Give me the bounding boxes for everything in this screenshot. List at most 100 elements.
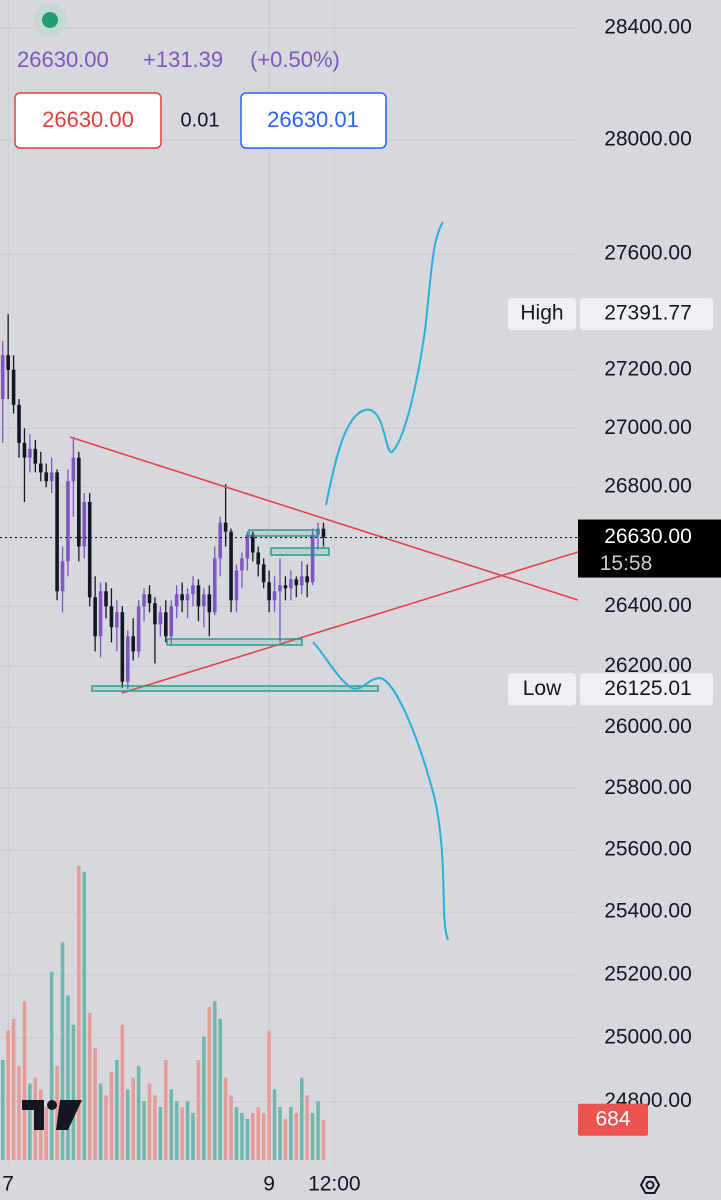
candle-body: [245, 534, 250, 559]
volume-bar: [174, 1101, 179, 1160]
volume-bar: [0, 1060, 5, 1160]
volume-bar: [234, 1107, 239, 1160]
settings-button[interactable]: [639, 1176, 661, 1194]
zone: [166, 638, 303, 646]
candle-body: [218, 522, 222, 559]
candle-body: [305, 576, 309, 583]
sell-button[interactable]: [14, 92, 162, 149]
candle-body: [142, 594, 146, 607]
volume-bar: [6, 1030, 10, 1160]
header-change-pct: (+0.50%): [250, 47, 340, 72]
x-tick-label: 9: [263, 1173, 275, 1196]
volume-bar: [294, 1112, 299, 1160]
volume-bar: [44, 1107, 49, 1160]
buy-button[interactable]: [240, 92, 387, 149]
logo-part: [22, 1100, 44, 1130]
volume-bar: [305, 1095, 309, 1160]
marker-value-bg: [580, 298, 713, 331]
volume-label-bg: [578, 1103, 648, 1136]
y-tick-label: 27200.00: [604, 357, 692, 380]
y-tick-label: 25200.00: [604, 962, 692, 985]
candle-body: [125, 636, 130, 682]
candle-body: [207, 594, 212, 613]
y-tick-label: 26800.00: [604, 475, 692, 498]
candle-body: [223, 522, 228, 532]
candle-body: [77, 457, 81, 547]
marker-value-bg: [580, 673, 713, 706]
candle-body: [33, 448, 38, 464]
x-tick-label: 12:00: [308, 1173, 361, 1196]
volume-bar: [142, 1101, 146, 1160]
trend-line: [69, 436, 579, 601]
volume-bar: [316, 1101, 320, 1160]
candle-body: [6, 355, 10, 370]
candle-body: [104, 591, 108, 607]
candle-body: [294, 579, 299, 586]
projection-up: [325, 221, 444, 506]
y-tick-label: 25400.00: [604, 900, 692, 923]
header-price: 26630.00: [17, 47, 109, 72]
candle-body: [147, 594, 152, 604]
y-tick-label: 27000.00: [604, 416, 692, 439]
marker-value: 27391.77: [604, 302, 692, 325]
candle-body: [180, 594, 184, 601]
volume-bar: [28, 1083, 32, 1160]
volume-bar: [87, 1012, 92, 1160]
candle-body: [115, 612, 119, 628]
volume-bar: [60, 942, 65, 1160]
volume-bar: [272, 1089, 277, 1160]
volume-bar: [93, 1048, 97, 1160]
candle-body: [196, 585, 201, 607]
volume-bar: [191, 1112, 195, 1160]
volume-bar: [212, 1001, 217, 1160]
candle-body: [174, 594, 179, 607]
volume-bar: [240, 1112, 244, 1160]
y-tick-label: 25000.00: [604, 1025, 692, 1048]
volume-bar: [218, 1018, 222, 1160]
volume-bar: [251, 1112, 255, 1160]
volume-bar: [82, 871, 87, 1160]
volume-bar: [299, 1077, 304, 1160]
candle-body: [0, 355, 5, 399]
logo-part: [56, 1100, 82, 1130]
settings-hexagon[interactable]: [639, 1176, 661, 1194]
volume-bar: [223, 1077, 228, 1160]
candle-body: [185, 594, 190, 601]
zone: [248, 529, 319, 537]
candle-body: [71, 457, 76, 482]
y-tick-label: 28400.00: [604, 15, 692, 38]
volume-bar: [196, 1060, 201, 1160]
candle-body: [158, 612, 163, 625]
marker-label: Low: [523, 677, 562, 700]
header-change: +131.39: [143, 47, 223, 72]
y-tick-label: 26400.00: [604, 594, 692, 617]
candle-body: [120, 612, 125, 682]
volume-bar: [55, 1065, 59, 1160]
candle-body: [131, 636, 135, 652]
candle-body: [212, 558, 217, 613]
candle-body: [87, 501, 92, 598]
volume-bar: [164, 1060, 168, 1160]
volume-bar: [136, 1065, 141, 1160]
tradingview-logo: [22, 1100, 82, 1130]
candle-body: [55, 472, 59, 592]
settings-center[interactable]: [645, 1180, 655, 1190]
projection-down: [312, 641, 449, 941]
marker-value: 26125.01: [604, 677, 692, 700]
candle-body: [261, 564, 266, 583]
candle-body: [28, 448, 32, 458]
sell-price[interactable]: 26630.00: [42, 107, 134, 132]
volume-bar: [147, 1083, 152, 1160]
volume-bar: [185, 1101, 190, 1160]
volume-bar: [289, 1107, 293, 1160]
volume-bar: [158, 1107, 163, 1160]
candle-body: [136, 606, 141, 652]
candle-body: [202, 594, 206, 607]
volume-bar: [125, 1089, 130, 1160]
candle-body: [251, 534, 255, 553]
candle-body: [38, 463, 43, 473]
spread: 0.01: [181, 109, 220, 131]
buy-price[interactable]: 26630.01: [267, 107, 359, 132]
volume-bar: [283, 1118, 288, 1160]
